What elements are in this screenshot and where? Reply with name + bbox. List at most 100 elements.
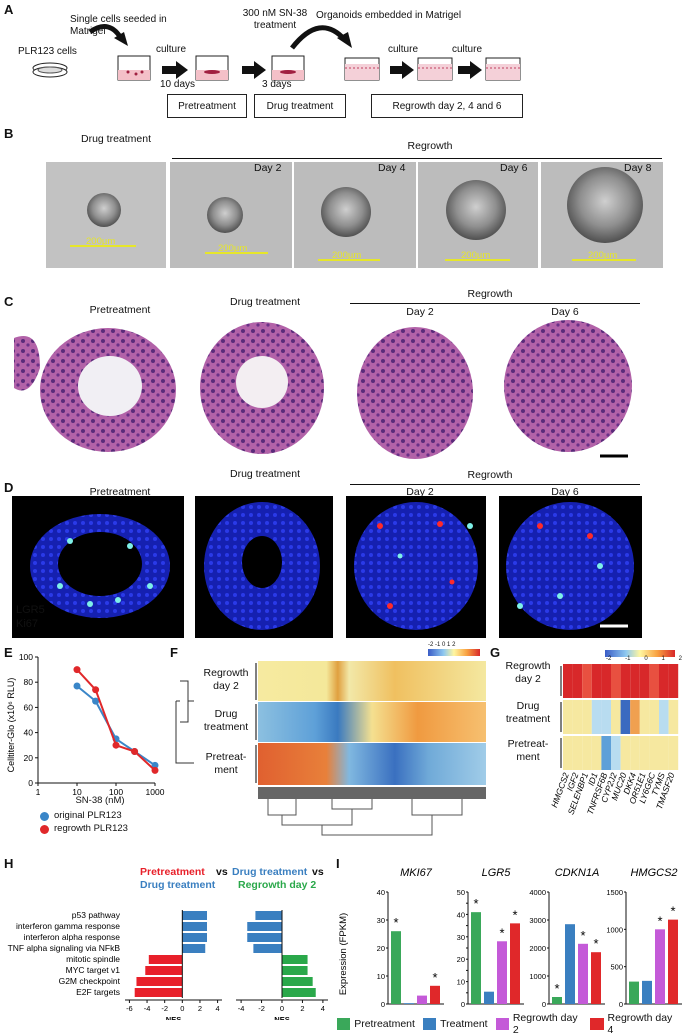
h-right-bar <box>282 988 316 997</box>
g-cell <box>668 700 679 734</box>
i-star: * <box>554 981 559 996</box>
panel-label-i: I <box>336 856 340 871</box>
i-ytick-label: 1000 <box>529 972 546 981</box>
box-regrowth: Regrowth day 2, 4 and 6 <box>371 94 523 118</box>
e-ytick-label: 100 <box>19 652 33 662</box>
g-cell <box>659 664 669 698</box>
e-xlabel: SN-38 (nM) <box>75 795 125 806</box>
d-regrowth: Regrowth <box>467 469 513 481</box>
days10-label: 10 days <box>160 79 196 90</box>
h-right-bar <box>282 977 313 986</box>
e-xtick-label: 1000 <box>146 787 165 797</box>
panel-a-diagram <box>32 24 521 81</box>
i-ytick-label: 0 <box>381 1000 385 1009</box>
h-left-bar <box>145 966 183 975</box>
i-legend-label-0: Pretreatment <box>354 1018 415 1030</box>
f-row-label-pretreat: Pretreat- ment <box>205 751 247 776</box>
e-xtick-label: 10 <box>72 787 82 797</box>
i-bar <box>565 924 575 1004</box>
culture2-label: culture <box>388 44 419 55</box>
g-cell <box>639 664 650 698</box>
b-regrowth-label: Regrowth <box>407 140 453 152</box>
panel-label-h: H <box>4 856 14 871</box>
f-colorbar <box>428 649 480 656</box>
e-ytick-label: 20 <box>24 753 34 763</box>
i-ytick-label: 30 <box>457 933 465 942</box>
i-ytick-label: 10 <box>457 978 465 987</box>
e-series-line-0 <box>76 685 156 767</box>
box-drug-treatment: Drug treatment <box>254 94 346 118</box>
e-ytick-label: 60 <box>24 702 34 712</box>
f-row-regrowth <box>258 661 486 701</box>
g-heatmap: HMGCS2IGF2SELENBP1ID1TNFRSF6BCYP2J2MUC20… <box>549 650 679 816</box>
g-cell <box>601 736 611 770</box>
i-star: * <box>657 913 662 928</box>
e-legend-dot-original <box>40 812 49 821</box>
i-bar <box>404 1003 414 1004</box>
i-bar <box>552 997 562 1004</box>
i-bar <box>510 923 520 1004</box>
g-cell <box>591 700 602 734</box>
h-right-bar <box>255 911 282 920</box>
h-left-bar <box>148 955 183 964</box>
i-ytick-label: 20 <box>457 955 465 964</box>
h-title-right-a: Drug treatment <box>232 866 308 878</box>
i-star: * <box>393 915 398 930</box>
i-star: * <box>580 928 585 943</box>
h-pathway-label: E2F targets <box>76 987 120 997</box>
i-legend: Pretreatment Treatment Regrowth day 2 Re… <box>337 1012 677 1036</box>
g-row-label-drug: Drug treatment <box>505 700 551 725</box>
panel-label-f: F <box>170 645 178 660</box>
i-legend-label-1: Treatment <box>440 1018 488 1030</box>
panel-label-e: E <box>4 645 13 660</box>
d-regrowth-line <box>350 484 640 485</box>
g-cell <box>563 736 573 770</box>
panel-c-images <box>12 318 642 468</box>
b-image-drug-treatment <box>46 162 166 268</box>
arrow-icon-2 <box>242 61 266 79</box>
g-cell <box>572 664 583 698</box>
h-left-bar <box>182 933 208 942</box>
b-regrowth-line <box>172 158 662 159</box>
f-col-dendrogram-top <box>258 787 486 799</box>
i-ytick-label: 40 <box>377 888 385 897</box>
h-right-bar <box>247 922 282 931</box>
petri-dish-icon <box>32 62 68 78</box>
e-point <box>73 682 81 690</box>
e-ylabel: Celltiter-Glo (x10⁶ RLU) <box>6 678 16 773</box>
i-bar <box>578 943 588 1004</box>
i-legend-swatch-1 <box>422 1018 437 1030</box>
panel-label-a: A <box>4 2 14 17</box>
i-star: * <box>670 904 675 919</box>
curved-arrow-icon-2 <box>290 25 347 50</box>
f-row-pretreatment <box>258 743 486 785</box>
f-row-dendrogram <box>175 680 194 764</box>
e-legend-dot-regrowth <box>40 825 49 834</box>
b-image-day6 <box>418 162 538 268</box>
g-scale-ticks: -2 -1 0 1 2 <box>606 656 682 662</box>
g-cell <box>649 736 659 770</box>
h-right-xtick-label: 2 <box>300 1004 304 1013</box>
arrow-icon-3 <box>390 61 414 79</box>
g-row-label-regrowth: Regrowth day 2 <box>505 660 551 685</box>
d-image-drug-treatment <box>195 496 333 638</box>
i-bar <box>391 931 401 1004</box>
h-left-xtick-label: 0 <box>180 1004 184 1013</box>
i-ytick-label: 20 <box>377 944 385 953</box>
b-image-day2 <box>170 162 292 268</box>
g-cell <box>572 736 583 770</box>
g-cell <box>611 700 621 734</box>
i-bar <box>591 952 601 1004</box>
c-pretreatment: Pretreatment <box>89 304 151 316</box>
i-bar <box>655 929 665 1004</box>
d-image-day6 <box>499 496 642 638</box>
f-row-drug <box>258 702 486 742</box>
h-left-xtick-label: -2 <box>161 1004 168 1013</box>
d-image-pretreatment <box>12 496 184 638</box>
i-ytick-label: 0 <box>461 1000 465 1009</box>
cells-label: PLR123 cells <box>18 46 77 57</box>
i-ytick-label: 10 <box>377 972 385 981</box>
h-right-xtick-label: 4 <box>321 1004 325 1013</box>
d-pretreatment: Pretreatment <box>89 486 151 498</box>
d-lgr5-label: LGR5 <box>16 604 45 616</box>
